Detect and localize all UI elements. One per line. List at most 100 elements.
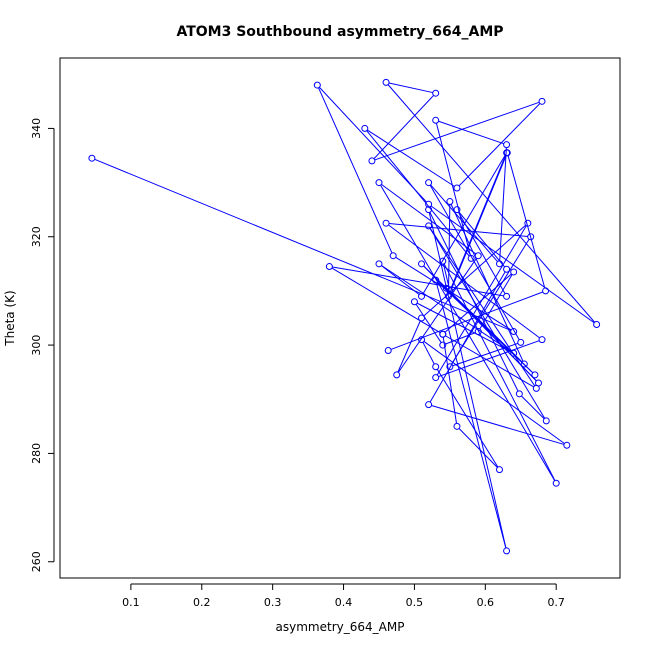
- series-segment: [521, 395, 545, 420]
- series-segment: [444, 273, 512, 333]
- y-axis-label: Theta (K): [3, 290, 17, 346]
- series-segment: [507, 155, 546, 289]
- data-point: [88, 154, 96, 162]
- data-point: [432, 374, 440, 382]
- data-point: [495, 260, 503, 268]
- data-point: [503, 265, 511, 273]
- series-segment: [397, 257, 477, 373]
- series-segment: [429, 271, 506, 403]
- series-segment: [373, 95, 435, 160]
- data-point: [520, 360, 528, 368]
- data-point: [418, 336, 426, 344]
- data-point: [467, 254, 475, 262]
- series-segment: [332, 266, 504, 297]
- data-point: [425, 401, 433, 409]
- data-point: [563, 441, 571, 449]
- data-point: [542, 417, 550, 425]
- y-tick-label: 280: [30, 443, 43, 464]
- series-segment: [366, 130, 470, 257]
- y-tick-label: 300: [30, 335, 43, 356]
- series-segment: [387, 84, 596, 323]
- data-point: [593, 321, 601, 328]
- data-point: [382, 78, 390, 86]
- data-point: [382, 219, 390, 227]
- y-tick-label: 260: [30, 551, 43, 572]
- data-point: [375, 179, 383, 187]
- data-point: [418, 314, 426, 322]
- series-segment: [438, 120, 504, 145]
- series-segment: [435, 282, 507, 549]
- series-points: [88, 78, 601, 555]
- y-axis: 260 280 300 320 340: [30, 118, 55, 572]
- data-point: [503, 149, 511, 157]
- data-point: [432, 363, 440, 371]
- series-segment: [428, 212, 507, 549]
- data-point: [503, 141, 511, 149]
- data-point: [439, 257, 447, 265]
- data-point: [425, 222, 433, 230]
- x-tick-label: 0.4: [335, 596, 353, 609]
- data-point: [510, 268, 518, 276]
- x-tick-label: 0.5: [406, 596, 424, 609]
- series-segment: [436, 369, 499, 468]
- series-segment: [415, 303, 442, 343]
- data-point: [425, 206, 433, 214]
- series-segment: [430, 205, 595, 324]
- data-point: [453, 206, 461, 214]
- data-point: [474, 252, 482, 260]
- data-point: [524, 219, 532, 227]
- series-segment: [388, 82, 433, 94]
- data-point: [444, 292, 452, 300]
- data-point: [446, 198, 454, 206]
- data-point: [474, 328, 482, 336]
- series-segment: [381, 265, 512, 352]
- data-point: [531, 371, 539, 379]
- series-segment: [458, 428, 498, 468]
- x-axis-label: asymmetry_664_AMP: [276, 620, 405, 634]
- data-point: [542, 287, 550, 295]
- y-tick-label: 340: [30, 118, 43, 139]
- series-segment: [450, 204, 524, 362]
- series-segment: [423, 265, 523, 363]
- series-segment: [442, 337, 457, 424]
- series-segment: [374, 101, 540, 161]
- series-segment: [438, 340, 540, 378]
- data-point: [361, 124, 369, 132]
- data-point: [495, 466, 503, 474]
- series-lines: [94, 82, 596, 549]
- data-point: [453, 422, 461, 430]
- data-point: [432, 116, 440, 124]
- series-segment: [395, 256, 512, 331]
- series-segment: [381, 183, 477, 255]
- data-point: [393, 371, 401, 379]
- series-segment: [429, 228, 536, 387]
- data-point: [453, 184, 461, 192]
- series-segment: [458, 211, 506, 268]
- series-segment: [380, 184, 556, 481]
- series-segment: [445, 332, 476, 345]
- data-point: [368, 157, 376, 165]
- data-point: [534, 379, 542, 387]
- data-point: [527, 233, 535, 241]
- series-segment: [458, 103, 541, 187]
- series-segment: [331, 267, 441, 334]
- series-segment: [422, 155, 506, 295]
- series-segment: [458, 212, 506, 294]
- series-segment: [430, 184, 498, 262]
- series-segment: [389, 222, 528, 237]
- data-point: [425, 200, 433, 208]
- series-segment: [367, 129, 455, 187]
- series-segment: [429, 184, 520, 341]
- series-segment: [390, 291, 543, 350]
- plot-frame: [59, 57, 621, 579]
- data-point: [418, 292, 426, 300]
- series-segment: [416, 302, 512, 353]
- data-point: [552, 479, 560, 487]
- data-point: [384, 347, 392, 354]
- series-segment: [443, 263, 556, 481]
- series-segment: [397, 320, 421, 373]
- series-segment: [423, 265, 537, 382]
- data-point: [538, 336, 546, 344]
- series-segment: [318, 86, 427, 203]
- data-point: [446, 363, 454, 371]
